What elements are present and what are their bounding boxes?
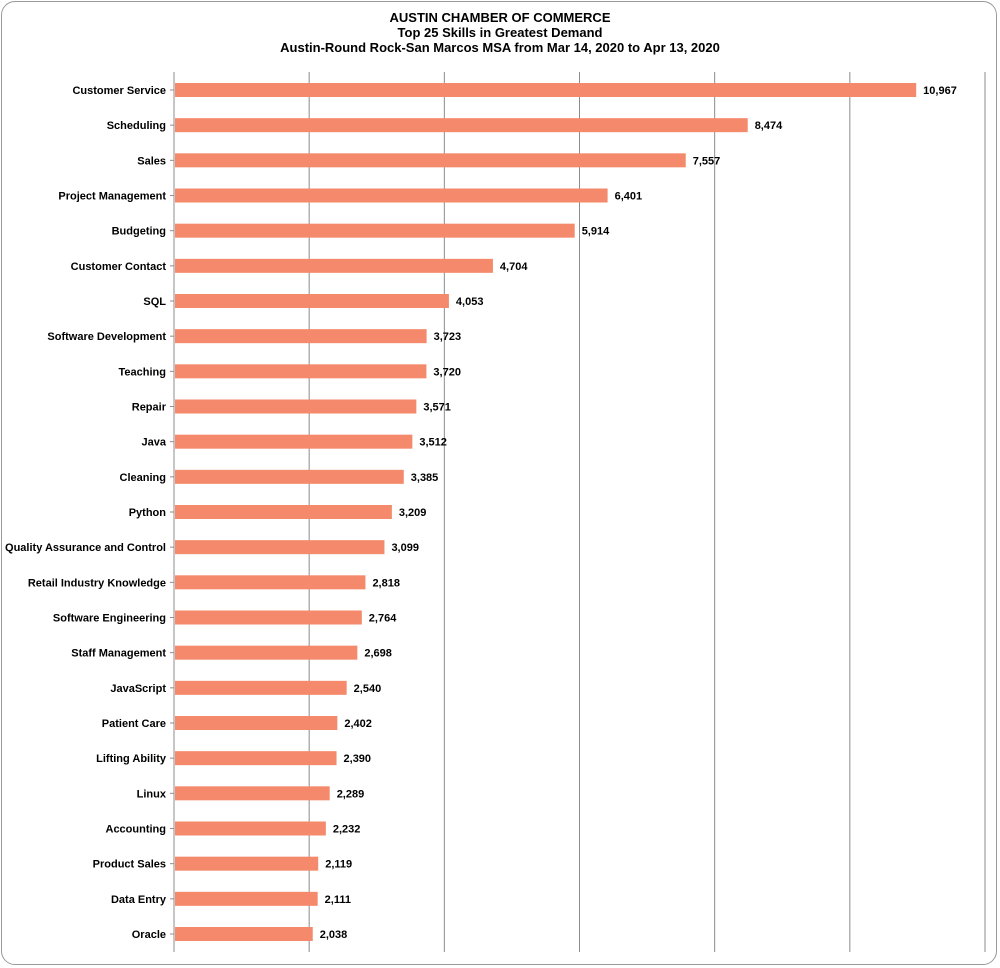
data-label: 2,698 bbox=[364, 648, 392, 660]
data-label: 4,704 bbox=[500, 261, 528, 273]
bar bbox=[175, 364, 427, 379]
data-label: 3,385 bbox=[411, 472, 439, 484]
bar bbox=[175, 153, 686, 168]
chart-subtitle-2: Austin-Round Rock-San Marcos MSA from Ma… bbox=[280, 40, 720, 55]
bar bbox=[175, 927, 313, 941]
bar bbox=[175, 610, 362, 625]
category-label: Accounting bbox=[106, 824, 167, 836]
bar bbox=[175, 258, 493, 273]
data-label: 3,723 bbox=[434, 331, 462, 343]
category-label: Software Engineering bbox=[53, 613, 166, 625]
category-label: Java bbox=[142, 437, 167, 449]
category-label: Teaching bbox=[119, 366, 166, 378]
bar bbox=[175, 891, 318, 906]
data-label: 2,402 bbox=[344, 718, 372, 730]
data-label: 5,914 bbox=[582, 226, 610, 238]
data-label: 3,099 bbox=[391, 542, 419, 554]
category-label: Retail Industry Knowledge bbox=[28, 577, 166, 589]
category-label: Patient Care bbox=[102, 718, 166, 730]
data-label: 6,401 bbox=[615, 191, 643, 203]
bar bbox=[175, 434, 413, 449]
data-label: 2,764 bbox=[369, 613, 397, 625]
bar bbox=[175, 505, 392, 519]
category-label: JavaScript bbox=[110, 683, 166, 695]
data-label: 4,053 bbox=[456, 296, 484, 308]
data-label: 2,289 bbox=[337, 788, 365, 800]
category-label: Software Development bbox=[47, 331, 166, 343]
category-label: SQL bbox=[143, 296, 166, 308]
data-label: 3,209 bbox=[399, 507, 427, 519]
data-label: 3,720 bbox=[433, 366, 461, 378]
bar bbox=[175, 329, 427, 344]
bar bbox=[175, 786, 330, 801]
data-label: 2,038 bbox=[320, 929, 348, 941]
data-label: 2,540 bbox=[354, 683, 382, 695]
bar bbox=[175, 856, 319, 871]
category-label: Quality Assurance and Control bbox=[5, 542, 166, 554]
bar bbox=[175, 680, 347, 695]
chart-titles: AUSTIN CHAMBER OF COMMERCE Top 25 Skills… bbox=[0, 10, 1000, 55]
category-label: Sales bbox=[137, 155, 166, 167]
category-label: Cleaning bbox=[120, 472, 166, 484]
category-label: Data Entry bbox=[111, 894, 167, 906]
category-label: Scheduling bbox=[107, 120, 166, 132]
category-label: Python bbox=[129, 507, 167, 519]
bar bbox=[175, 645, 358, 660]
bar bbox=[175, 118, 748, 133]
data-label: 2,390 bbox=[344, 753, 372, 765]
bar bbox=[175, 399, 417, 414]
bar bbox=[175, 83, 917, 97]
category-label: Linux bbox=[137, 788, 167, 800]
bar bbox=[175, 716, 338, 730]
data-label: 3,571 bbox=[423, 402, 451, 414]
data-label: 2,111 bbox=[325, 894, 351, 906]
data-label: 2,119 bbox=[325, 859, 352, 871]
chart-title: AUSTIN CHAMBER OF COMMERCE bbox=[389, 10, 611, 25]
bar bbox=[175, 223, 575, 238]
category-label: Project Management bbox=[58, 191, 166, 203]
category-label: Product Sales bbox=[93, 859, 166, 871]
bar bbox=[175, 821, 326, 836]
category-label: Oracle bbox=[132, 929, 166, 941]
category-label: Staff Management bbox=[71, 648, 166, 660]
bar bbox=[175, 751, 337, 766]
data-label: 2,818 bbox=[372, 577, 400, 589]
data-label: 7,557 bbox=[693, 155, 721, 167]
data-label: 8,474 bbox=[755, 120, 783, 132]
category-label: Lifting Ability bbox=[96, 753, 167, 765]
data-label: 2,232 bbox=[333, 824, 361, 836]
data-label: 3,512 bbox=[419, 437, 447, 449]
category-label: Repair bbox=[132, 402, 167, 414]
bar bbox=[175, 540, 385, 555]
data-label: 10,967 bbox=[923, 85, 957, 97]
bar bbox=[175, 469, 404, 484]
chart-subtitle: Top 25 Skills in Greatest Demand bbox=[397, 25, 603, 40]
bar bbox=[175, 575, 366, 590]
category-label: Customer Contact bbox=[71, 261, 167, 273]
bar bbox=[175, 188, 608, 203]
category-label: Customer Service bbox=[72, 85, 166, 97]
bar bbox=[175, 294, 449, 308]
category-label: Budgeting bbox=[112, 226, 166, 238]
